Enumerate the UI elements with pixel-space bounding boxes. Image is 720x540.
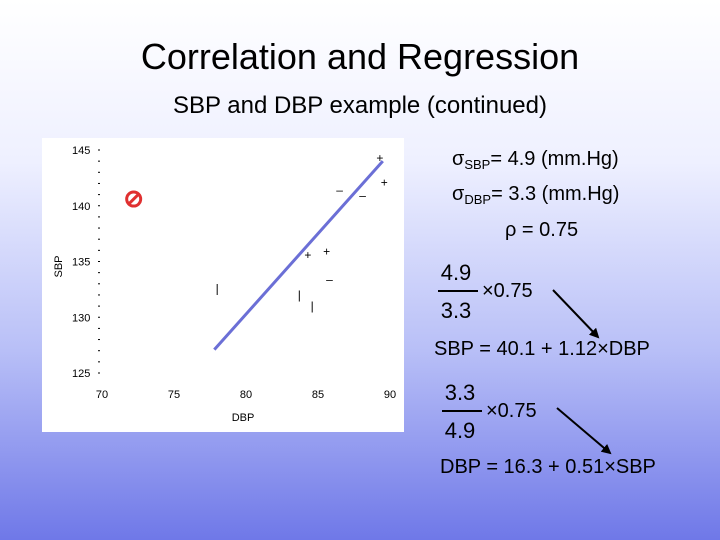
data-point: + (304, 248, 311, 262)
data-point: + (376, 151, 383, 165)
x-tick-label: 70 (96, 389, 108, 401)
arrow-to-sbp-equation (552, 289, 600, 339)
scatter-plot: 70 75 80 85 90 125 130 135 140 145 DBP SBP + + – – + + – | |… (42, 138, 404, 432)
sbp-regression-equation: SBP = 40.1 + 1.12×DBP (434, 338, 650, 360)
rho-value: ρ = 0.75 (505, 219, 579, 241)
y-tick-label: 130 (72, 312, 90, 324)
no-sign-slash (127, 192, 140, 206)
x-tick-label: 90 (384, 389, 396, 401)
data-point: | (216, 281, 219, 295)
dbp-regression-equation: DBP = 16.3 + 0.51×SBP (440, 456, 656, 478)
y-axis-label: SBP (53, 255, 65, 277)
y-tick-label: 145 (72, 145, 90, 157)
y-tick-label: 125 (72, 368, 90, 380)
formula2-multiplier: ×0.75 (486, 400, 537, 422)
y-tick-label: 140 (72, 201, 90, 213)
x-tick-label: 75 (168, 389, 180, 401)
sigma-dbp-line: σDBP= 3.3 (mm.Hg) (452, 183, 619, 207)
data-point: | (311, 299, 314, 313)
data-point: + (381, 175, 388, 189)
formula2-denominator: 4.9 (444, 418, 476, 443)
sigma-dbp-value: = 3.3 (mm.Hg) (491, 183, 620, 205)
regression-line (213, 160, 384, 351)
x-axis-label: DBP (232, 412, 255, 424)
formula2-numerator: 3.3 (444, 380, 476, 405)
sigma-sbp-line: σSBP= 4.9 (mm.Hg) (452, 148, 619, 172)
data-point: | (298, 288, 301, 302)
data-point: + (323, 244, 330, 258)
y-tick-label: 135 (72, 257, 90, 269)
data-point: – (336, 183, 343, 197)
data-point: – (359, 189, 366, 203)
formula1-multiplier: ×0.75 (482, 280, 533, 302)
x-tick-label: 85 (312, 389, 324, 401)
slide-subtitle: SBP and DBP example (continued) (172, 92, 547, 119)
formula1-fraction-bar (438, 290, 478, 292)
sigma-dbp-subscript: DBP (464, 192, 492, 207)
arrow-to-dbp-equation (556, 407, 612, 455)
no-sign-icon (125, 190, 143, 208)
formula1-numerator: 4.9 (440, 260, 472, 285)
data-point: – (326, 272, 333, 286)
x-tick-label: 80 (240, 389, 252, 401)
sigma-sbp-subscript: SBP (464, 157, 491, 172)
sigma-dbp-symbol: σ (452, 183, 465, 205)
sigma-sbp-value: = 4.9 (mm.Hg) (490, 148, 619, 170)
formula1-denominator: 3.3 (440, 298, 472, 323)
slide-title: Correlation and Regression (140, 36, 580, 77)
formula2-fraction-bar (442, 410, 482, 412)
sigma-sbp-symbol: σ (452, 148, 465, 170)
